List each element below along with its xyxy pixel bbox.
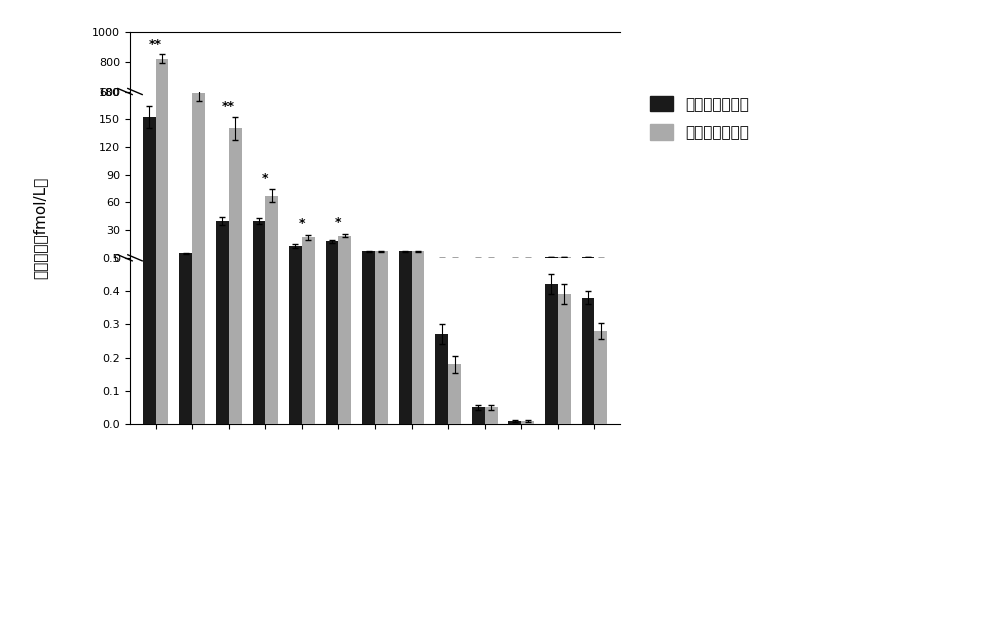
Text: **: ** [222, 100, 235, 113]
Bar [192, 93, 205, 258]
Bar [399, 180, 412, 181]
Bar [338, 178, 351, 181]
Bar [289, 0, 302, 424]
Bar [362, 0, 375, 424]
Bar [362, 180, 375, 181]
Bar [326, 241, 338, 258]
Bar [508, 421, 521, 424]
Bar [265, 196, 278, 258]
Legend: 干扰素治疗有效, 干扰素治疗无效: 干扰素治疗有效, 干扰素治疗无效 [638, 84, 761, 153]
Bar [253, 221, 265, 258]
Bar [338, 235, 351, 258]
Bar [156, 59, 168, 181]
Bar [265, 172, 278, 181]
Bar [253, 175, 265, 181]
Bar [216, 221, 229, 258]
Bar [399, 0, 412, 424]
Bar [179, 0, 192, 424]
Bar [253, 0, 265, 424]
Bar [302, 0, 315, 424]
Bar [229, 128, 242, 258]
Bar [192, 0, 205, 424]
Text: *: * [335, 216, 342, 229]
Bar [594, 331, 607, 424]
Bar [289, 246, 302, 258]
Bar [558, 294, 571, 424]
Bar [412, 251, 424, 258]
Bar [192, 154, 205, 181]
Bar [143, 159, 156, 181]
Bar [375, 0, 388, 424]
Bar [216, 175, 229, 181]
Bar [216, 0, 229, 424]
Bar [143, 0, 156, 424]
Bar [448, 364, 461, 424]
Bar [521, 421, 534, 424]
Bar [289, 179, 302, 181]
Bar [302, 237, 315, 258]
Bar [375, 251, 388, 258]
Bar [412, 180, 424, 181]
Text: **: ** [149, 38, 162, 51]
Bar [179, 253, 192, 258]
Text: *: * [299, 217, 305, 230]
Bar [156, 0, 168, 258]
Bar [229, 160, 242, 181]
Bar [179, 180, 192, 181]
Bar [143, 117, 156, 258]
Bar [375, 180, 388, 181]
Text: *: * [262, 172, 269, 185]
Bar [545, 284, 558, 424]
Bar [435, 334, 448, 424]
Bar [412, 0, 424, 424]
Bar [265, 0, 278, 424]
Text: 络对含量（fmol/L）: 络对含量（fmol/L） [32, 177, 48, 279]
Bar [302, 178, 315, 181]
Bar [326, 179, 338, 181]
Bar [156, 0, 168, 424]
Bar [326, 0, 338, 424]
Bar [362, 251, 375, 258]
Bar [229, 0, 242, 424]
Bar [472, 408, 485, 424]
Bar [399, 251, 412, 258]
Bar [582, 298, 594, 424]
Bar [485, 408, 498, 424]
Bar [338, 0, 351, 424]
